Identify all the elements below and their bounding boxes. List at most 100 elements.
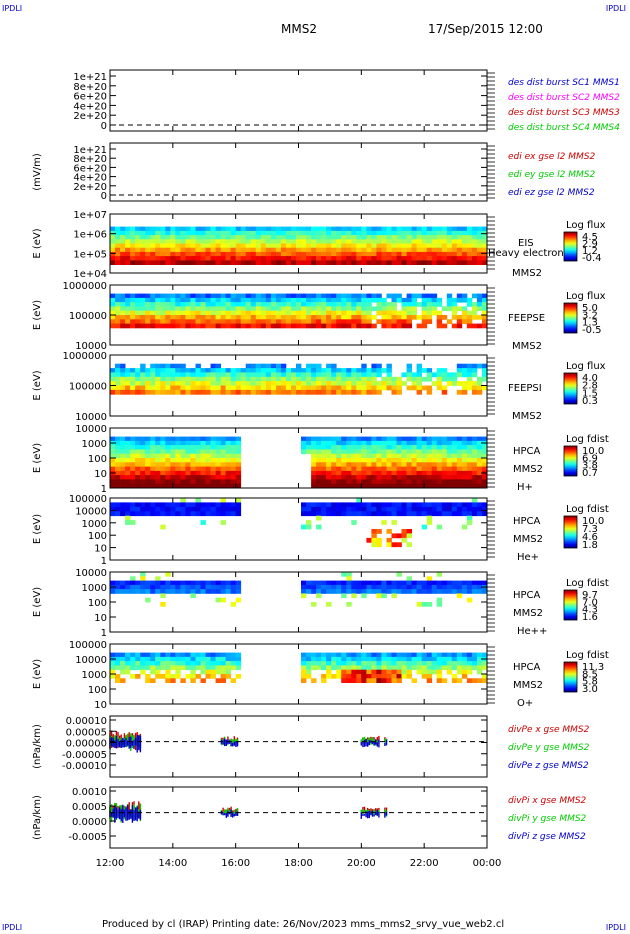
heat-cell bbox=[326, 243, 332, 249]
heat-cell bbox=[185, 239, 191, 244]
heat-cell bbox=[351, 235, 357, 240]
heat-cell bbox=[401, 537, 407, 543]
heat-cell bbox=[306, 368, 312, 373]
heat-cell bbox=[120, 251, 126, 257]
heat-cell bbox=[140, 511, 146, 517]
heat-cell bbox=[130, 389, 136, 395]
heat-cell bbox=[396, 453, 402, 459]
heat-cell bbox=[190, 315, 196, 320]
heat-cell bbox=[125, 230, 131, 236]
heat-cell bbox=[386, 368, 392, 373]
heat-cell bbox=[316, 475, 322, 480]
heat-cell bbox=[135, 251, 141, 257]
heat-cell bbox=[185, 506, 191, 512]
heat-cell bbox=[376, 372, 382, 378]
heat-cell bbox=[346, 302, 352, 307]
heat-cell bbox=[361, 239, 367, 244]
heat-cell bbox=[376, 247, 382, 253]
heat-cell bbox=[361, 445, 367, 450]
heat-cell bbox=[401, 580, 407, 586]
ytick-label: 10000 bbox=[75, 506, 107, 517]
heat-cell bbox=[140, 302, 146, 307]
heat-cell bbox=[145, 381, 151, 386]
heat-cell bbox=[285, 239, 292, 244]
heat-cell bbox=[301, 445, 307, 450]
heat-cell bbox=[195, 475, 201, 480]
heat-cell bbox=[270, 247, 277, 253]
heat-cell bbox=[361, 315, 367, 320]
heat-cell bbox=[175, 652, 181, 658]
heat-cell bbox=[316, 652, 322, 658]
heat-cell bbox=[381, 376, 387, 382]
heat-cell bbox=[275, 243, 282, 249]
heat-cell bbox=[441, 580, 448, 586]
heat-cell bbox=[456, 589, 463, 594]
heat-cell bbox=[482, 674, 488, 679]
heat-cell bbox=[436, 462, 443, 467]
heat-cell bbox=[461, 449, 468, 455]
heat-cell bbox=[195, 306, 201, 312]
heat-cell bbox=[421, 584, 428, 590]
heat-cell bbox=[291, 385, 297, 391]
heat-cell bbox=[451, 306, 458, 312]
heat-cell bbox=[346, 293, 352, 299]
heat-cell bbox=[175, 260, 181, 265]
heat-cell bbox=[195, 498, 201, 503]
heat-cell bbox=[160, 445, 166, 450]
heat-cell bbox=[421, 602, 428, 607]
heat-cell bbox=[160, 376, 166, 382]
heat-cell bbox=[270, 239, 277, 244]
heat-cell bbox=[346, 506, 352, 512]
heat-cell bbox=[421, 306, 428, 312]
heat-cell bbox=[431, 511, 438, 517]
heat-cell bbox=[441, 665, 448, 671]
heat-cell bbox=[341, 502, 347, 508]
heat-cell bbox=[321, 302, 327, 307]
heat-cell bbox=[125, 306, 131, 312]
heat-cell bbox=[482, 293, 488, 299]
heat-cell bbox=[220, 462, 226, 467]
heat-cell bbox=[431, 458, 438, 463]
heat-cell bbox=[306, 323, 312, 329]
heat-cell bbox=[336, 436, 342, 442]
heat-cell bbox=[210, 589, 216, 594]
heat-cell bbox=[401, 584, 407, 590]
heat-cell bbox=[376, 389, 382, 395]
heat-cell bbox=[160, 372, 166, 378]
heat-cell bbox=[115, 368, 121, 373]
heat-cell bbox=[175, 462, 181, 467]
heat-cell bbox=[351, 381, 357, 386]
heat-cell bbox=[431, 381, 438, 386]
heat-cell bbox=[451, 462, 458, 467]
heat-cell bbox=[210, 652, 216, 658]
heat-cell bbox=[195, 260, 201, 265]
heat-cell bbox=[361, 475, 367, 480]
heat-cell bbox=[250, 310, 257, 316]
heat-cell bbox=[431, 652, 438, 658]
heat-cell bbox=[306, 674, 312, 679]
heat-cell bbox=[255, 247, 262, 253]
heat-cell bbox=[321, 589, 327, 594]
heat-cell bbox=[341, 376, 347, 382]
heat-cell bbox=[150, 247, 156, 253]
ytick-label: -0.00010 bbox=[62, 761, 107, 772]
heat-cell bbox=[311, 665, 317, 671]
heat-cell bbox=[130, 445, 136, 450]
heat-cell bbox=[316, 230, 322, 236]
heat-cell bbox=[336, 458, 342, 463]
heat-cell bbox=[401, 470, 407, 476]
colorbar-tick-label: 7.3 bbox=[582, 524, 598, 535]
heat-cell bbox=[321, 306, 327, 312]
heat-cell bbox=[331, 652, 337, 658]
heat-cell bbox=[406, 453, 412, 459]
heat-cell bbox=[436, 589, 443, 594]
heat-cell bbox=[451, 445, 458, 450]
heat-cell bbox=[376, 256, 382, 261]
heat-cell bbox=[135, 243, 141, 249]
heat-cell bbox=[421, 524, 428, 530]
heat-cell bbox=[220, 256, 226, 261]
heat-cell bbox=[200, 584, 206, 590]
heat-cell bbox=[396, 580, 402, 586]
heat-cell bbox=[386, 462, 392, 467]
